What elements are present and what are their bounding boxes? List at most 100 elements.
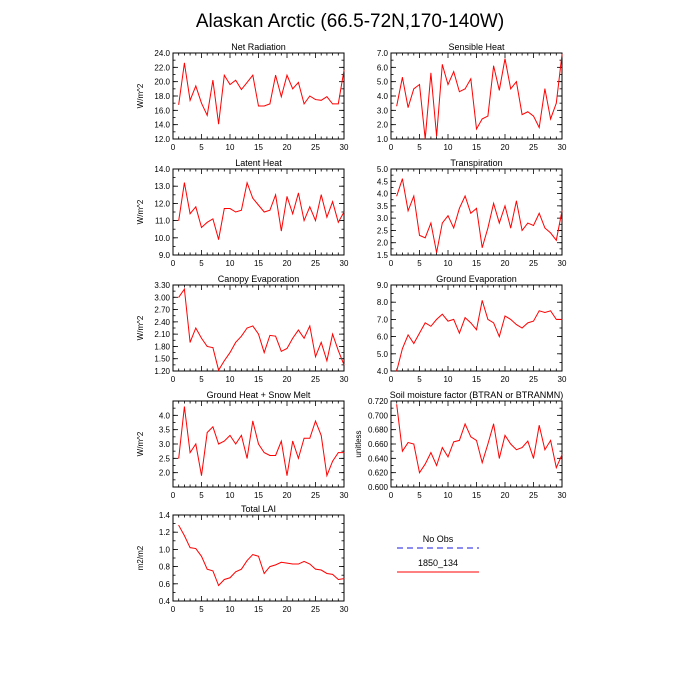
series-points [178, 524, 345, 586]
x-tick-label: 0 [389, 259, 394, 268]
data-point [504, 435, 506, 436]
data-point [464, 317, 466, 319]
data-point [332, 201, 333, 203]
data-point [550, 118, 551, 120]
data-point [326, 96, 328, 98]
data-point [235, 571, 237, 573]
y-tick-label: 4.0 [377, 367, 389, 376]
data-point [195, 443, 197, 445]
x-tick-label: 30 [558, 259, 567, 268]
y-tick-label: 5.0 [377, 78, 389, 87]
data-point [292, 440, 294, 442]
data-point [246, 560, 248, 561]
y-tick-label: 0.8 [159, 563, 171, 572]
data-point [241, 335, 242, 337]
data-point [218, 443, 220, 445]
figure-title: Alaskan Arctic (66.5-72N,170-140W) [196, 11, 504, 32]
data-point [459, 332, 460, 334]
data-point [201, 475, 202, 476]
data-point [298, 81, 299, 83]
data-point [343, 211, 345, 213]
y-tick-label: 1.5 [377, 251, 389, 260]
data-point [516, 324, 517, 325]
data-point [413, 343, 415, 344]
data-point [184, 62, 185, 64]
y-tick-label: 18.0 [154, 92, 170, 101]
data-point [419, 472, 420, 474]
y-tick-label: 2.5 [377, 226, 389, 235]
data-point [275, 455, 276, 456]
data-point [561, 54, 563, 55]
data-point [292, 88, 294, 90]
x-tick-label: 15 [472, 375, 481, 384]
data-point [223, 208, 225, 209]
data-point [269, 209, 271, 211]
data-point [212, 79, 214, 81]
series-line [178, 406, 344, 478]
data-point [544, 312, 546, 313]
data-point [280, 96, 282, 98]
data-point [315, 220, 316, 222]
data-point [309, 206, 311, 208]
x-tick-label: 20 [501, 259, 510, 268]
data-point [286, 196, 288, 197]
data-point [195, 548, 197, 549]
y-tick-label: 1.0 [159, 545, 171, 554]
plot-frame [390, 168, 563, 256]
y-tick-label: 12.0 [154, 135, 170, 144]
data-point [320, 194, 322, 196]
data-point [246, 327, 248, 329]
x-tick-label: 5 [199, 605, 204, 614]
data-point [419, 332, 420, 334]
data-point [447, 456, 449, 458]
data-point [189, 213, 191, 215]
data-point [407, 334, 409, 336]
y-tick-label: 5.0 [377, 350, 389, 359]
data-point [510, 319, 512, 320]
x-tick-label: 10 [226, 259, 235, 268]
data-point [527, 440, 529, 442]
data-point [521, 327, 523, 329]
data-point [178, 296, 180, 298]
data-point [184, 182, 185, 184]
x-tick-label: 0 [389, 491, 394, 500]
y-tick-label: 14.0 [154, 165, 170, 174]
series-points [178, 182, 345, 240]
data-point [235, 211, 237, 213]
data-point [286, 475, 288, 476]
x-tick-label: 15 [472, 143, 481, 152]
y-tick-label: 2.0 [159, 469, 171, 478]
panel-title: Transpiration [450, 158, 502, 168]
panel-title: Latent Heat [235, 158, 282, 168]
x-tick-label: 5 [199, 259, 204, 268]
x-tick-label: 25 [529, 491, 538, 500]
data-point [286, 74, 288, 76]
series-points [396, 404, 563, 474]
data-point [223, 74, 225, 76]
y-tick-label: 6.0 [377, 333, 389, 342]
x-tick-label: 15 [254, 375, 263, 384]
panels-group: Net Radiation 0 5 10 15 20 25 30 12.0 14.0 16.0 18.… [136, 42, 567, 614]
data-point [309, 95, 311, 97]
data-point [424, 237, 426, 239]
x-tick-label: 10 [444, 375, 453, 384]
data-point [218, 585, 220, 586]
series-line [396, 54, 563, 140]
data-point [218, 369, 220, 371]
data-point [464, 423, 466, 425]
data-point [555, 467, 557, 469]
data-point [292, 337, 294, 339]
data-point [516, 449, 517, 451]
data-point [337, 103, 339, 105]
data-point [258, 443, 259, 445]
data-point [258, 204, 259, 206]
y-tick-label: 3.0 [377, 214, 389, 223]
x-tick-label: 20 [501, 491, 510, 500]
data-point [476, 440, 477, 441]
y-tick-label: 5.0 [377, 165, 389, 174]
x-tick-label: 0 [171, 259, 176, 268]
data-point [332, 573, 333, 575]
data-point [258, 555, 259, 557]
series-line [396, 178, 563, 253]
data-point [235, 443, 237, 445]
